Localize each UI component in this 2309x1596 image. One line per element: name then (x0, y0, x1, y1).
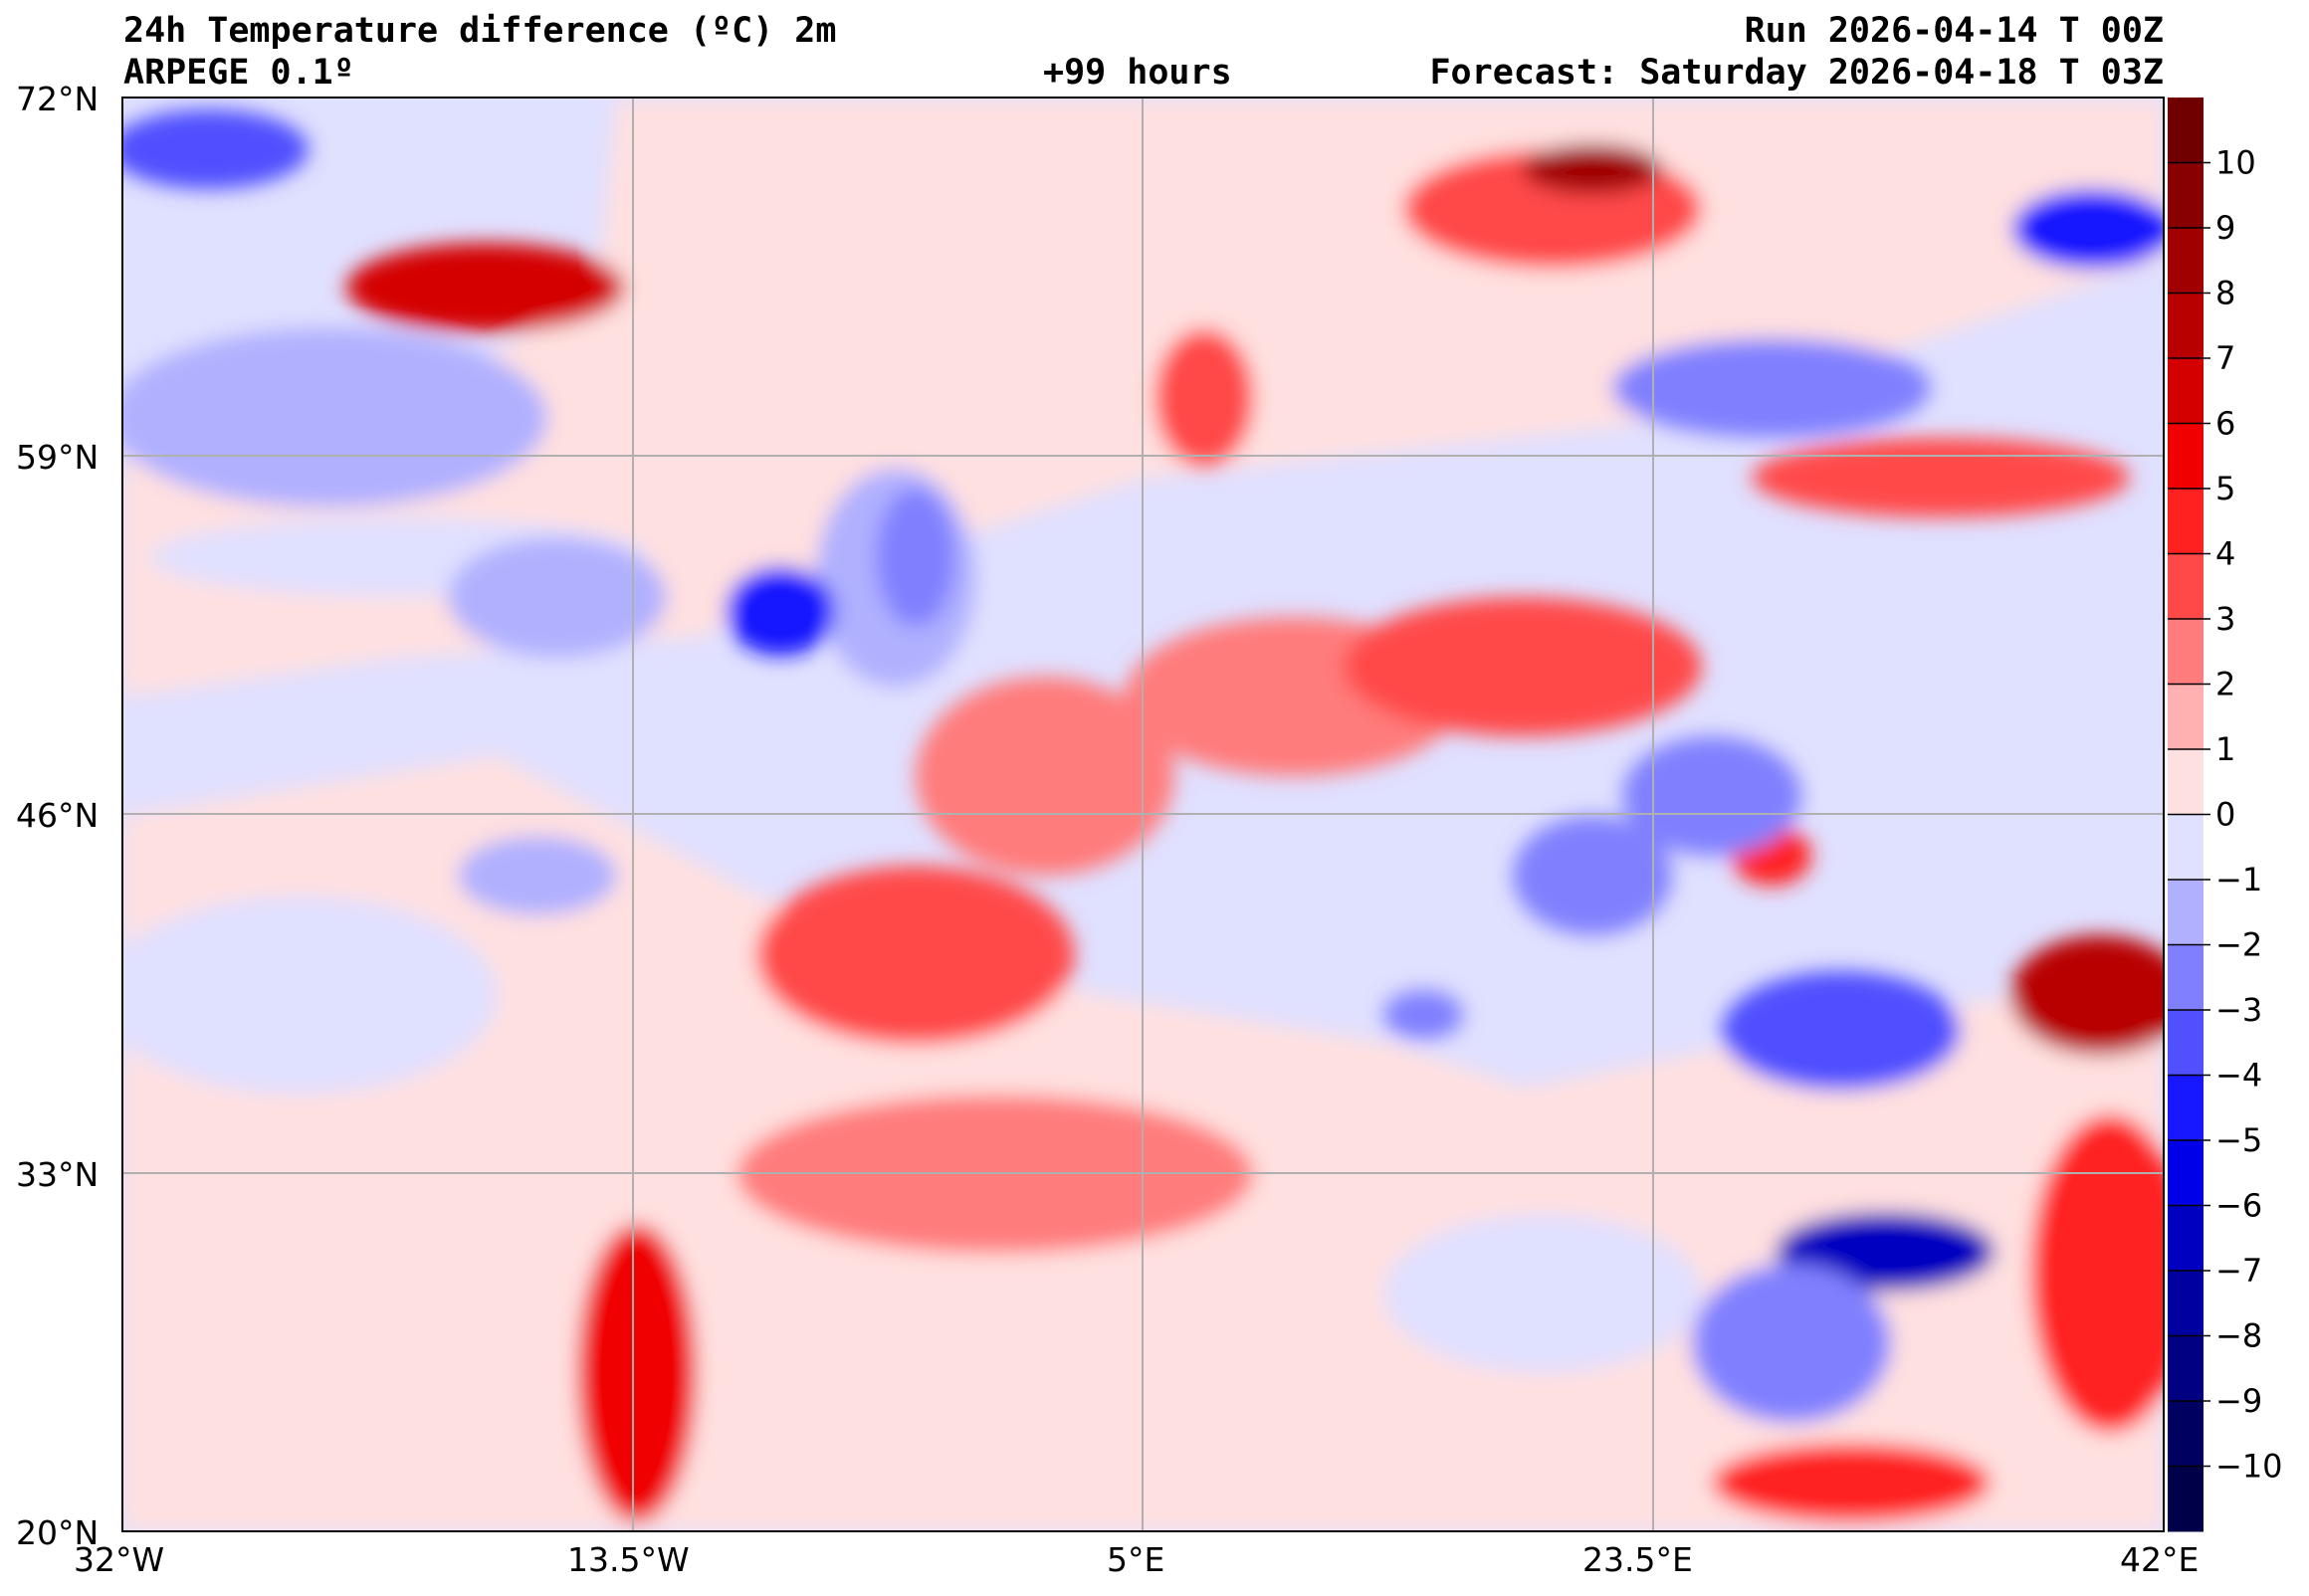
colorbar-band (2168, 1140, 2204, 1206)
colorbar-tick-label: 5 (2215, 470, 2235, 507)
colorbar-band (2168, 619, 2204, 685)
colorbar-tick-label: −5 (2215, 1121, 2262, 1159)
colorbar-tick-label: 8 (2215, 275, 2235, 312)
temperature-field (122, 98, 2164, 1531)
colorbar-band (2168, 1271, 2204, 1336)
colorbar-band (2168, 228, 2204, 294)
colorbar-band (2168, 684, 2204, 750)
colorbar-band (2168, 1010, 2204, 1076)
colorbar-band (2168, 1335, 2204, 1402)
chart-title: 24h Temperature difference (ºC) 2m (123, 11, 837, 51)
colorbar-tick-label: 1 (2215, 730, 2235, 768)
colorbar-tick-label: −2 (2215, 926, 2262, 964)
colorbar-tick-label: −3 (2215, 991, 2262, 1029)
colorbar-band (2168, 293, 2204, 359)
forecast-label: Forecast: Saturday 2026-04-18 T 03Z (1429, 53, 2164, 93)
colorbar-tick-label: 9 (2215, 209, 2235, 247)
colorbar-band (2168, 1075, 2204, 1141)
colorbar-band (2168, 944, 2204, 1011)
colorbar-tick-label: −7 (2215, 1252, 2262, 1290)
colorbar-tick-label: −6 (2215, 1187, 2262, 1225)
colorbar-band (2168, 880, 2204, 945)
colorbar-band (2168, 553, 2204, 620)
lon-label: 13.5°W (567, 1540, 690, 1579)
lon-label: 32°W (74, 1540, 165, 1579)
colorbar-band (2168, 162, 2204, 229)
lat-label: 20°N (16, 1513, 100, 1552)
colorbar-tick-label: 10 (2215, 144, 2256, 182)
lon-label: 5°E (1107, 1540, 1165, 1579)
colorbar-tick-label: −8 (2215, 1317, 2262, 1355)
model-label: ARPEGE 0.1º (123, 53, 354, 93)
gridlines (122, 98, 2164, 1531)
lat-label: 72°N (16, 80, 100, 118)
colorbar-band (2168, 98, 2204, 163)
colorbar-band (2168, 1205, 2204, 1272)
colorbar-tick-label: 4 (2215, 535, 2235, 573)
lat-label: 33°N (16, 1155, 100, 1194)
colorbar-tick-label: −9 (2215, 1382, 2262, 1420)
colorbar-band (2168, 358, 2204, 424)
lat-label: 46°N (16, 796, 100, 835)
colorbar-band (2168, 1466, 2204, 1532)
colorbar-band (2168, 423, 2204, 490)
colorbar-band (2168, 749, 2204, 815)
run-label: Run 2026-04-14 T 00Z (1744, 11, 2164, 51)
colorbar-tick-label: −1 (2215, 861, 2262, 898)
colorbar-tick-label: 6 (2215, 405, 2235, 443)
colorbar-tick-label: −10 (2215, 1448, 2283, 1486)
colorbar-band (2168, 489, 2204, 554)
lon-label: 42°E (2120, 1540, 2200, 1579)
colorbar-band (2168, 814, 2204, 881)
map-frame (121, 97, 2165, 1532)
lat-label: 59°N (16, 438, 100, 477)
colorbar-tick-label: 3 (2215, 600, 2235, 638)
colorbar-band (2168, 1401, 2204, 1467)
lon-label: 23.5°E (1582, 1540, 1693, 1579)
colorbar-tick-label: 0 (2215, 796, 2235, 834)
colorbar-tick-label: 7 (2215, 339, 2235, 377)
lead-time-label: +99 hours (1043, 53, 1232, 93)
colorbar-tick-label: −4 (2215, 1057, 2262, 1095)
colorbar-tick-label: 2 (2215, 666, 2235, 703)
